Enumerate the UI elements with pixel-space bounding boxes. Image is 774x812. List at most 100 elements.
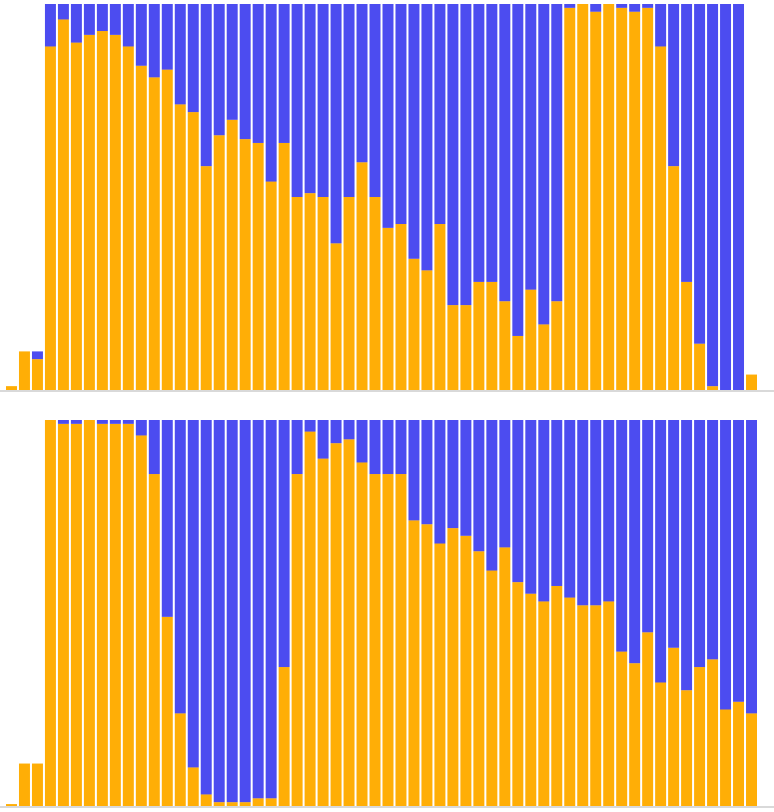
bar-bottom-45-series-2 (590, 420, 602, 606)
bar-bottom-34-series-2 (447, 420, 459, 529)
bar-top-52-series-2 (681, 4, 693, 282)
bar-top-35-series-2 (460, 4, 472, 306)
bar-bottom-15-series-2 (200, 420, 212, 795)
bar-top-32-series-2 (421, 4, 433, 271)
bar-bottom-31-series-2 (408, 420, 420, 521)
bar-bottom-50-series-1 (655, 682, 667, 806)
bar-bottom-12-series-1 (161, 616, 173, 806)
bar-bottom-16-series-2 (213, 420, 225, 803)
bar-top-13-series-2 (174, 4, 186, 105)
bar-bottom-24-series-2 (317, 420, 329, 459)
bar-bottom-36-series-2 (473, 420, 485, 552)
bar-bottom-51-series-2 (668, 420, 680, 648)
bar-top-7-series-2 (96, 4, 108, 32)
bar-top-16-series-2 (213, 4, 225, 136)
bar-bottom-35-series-1 (460, 535, 472, 806)
bar-top-42-series-2 (551, 4, 563, 302)
bar-top-47-series-1 (616, 7, 628, 391)
bar-top-11-series-1 (148, 77, 160, 390)
chart-panel-top (0, 4, 774, 392)
bar-bottom-21-series-2 (278, 420, 290, 668)
bar-top-14-series-2 (187, 4, 199, 113)
bar-bottom-35-series-2 (460, 420, 472, 536)
bar-bottom-14-series-2 (187, 420, 199, 768)
bar-bottom-46-series-2 (603, 420, 615, 602)
bar-bottom-54-series-2 (707, 420, 719, 660)
bar-top-52-series-1 (681, 281, 693, 390)
bar-top-21-series-2 (278, 4, 290, 143)
bar-bottom-3-series-1 (44, 420, 56, 806)
bar-bottom-25-series-1 (330, 443, 342, 806)
bar-top-13-series-1 (174, 104, 186, 391)
bar-bottom-22-series-2 (291, 420, 303, 475)
bar-top-27-series-1 (356, 162, 368, 390)
bar-top-0-series-1 (6, 386, 17, 390)
bar-top-46-series-1 (603, 4, 615, 390)
bar-top-19-series-2 (252, 4, 264, 143)
bar-bottom-57-series-1 (746, 713, 757, 806)
bar-top-42-series-1 (551, 301, 563, 390)
bar-bottom-37-series-2 (486, 420, 498, 571)
bar-top-25-series-1 (330, 243, 342, 390)
bar-top-45-series-2 (590, 4, 602, 12)
bar-top-51-series-1 (668, 166, 680, 390)
bar-bottom-4-series-1 (57, 423, 69, 806)
bar-top-34-series-2 (447, 4, 459, 306)
bar-top-12-series-2 (161, 4, 173, 70)
bar-bottom-23-series-1 (304, 431, 316, 806)
bar-bottom-29-series-1 (382, 474, 394, 806)
bar-top-32-series-1 (421, 270, 433, 390)
bar-bottom-21-series-1 (278, 667, 290, 806)
bar-top-35-series-1 (460, 305, 472, 390)
bar-bottom-43-series-1 (564, 597, 576, 806)
bar-top-33-series-1 (434, 224, 446, 390)
bar-top-26-series-1 (343, 197, 355, 390)
bar-top-31-series-2 (408, 4, 420, 259)
bar-top-24-series-2 (317, 4, 329, 197)
bar-bottom-39-series-2 (512, 420, 524, 583)
bar-top-43-series-1 (564, 7, 576, 391)
bar-top-10-series-2 (135, 4, 147, 66)
bar-bottom-27-series-2 (356, 420, 368, 463)
bar-bottom-56-series-2 (733, 420, 745, 702)
bar-bottom-10-series-1 (135, 435, 147, 806)
bar-bottom-17-series-1 (226, 802, 238, 806)
bar-bottom-34-series-1 (447, 528, 459, 806)
bar-bottom-41-series-1 (538, 601, 550, 806)
bar-top-50-series-1 (655, 46, 667, 391)
bar-top-15-series-2 (200, 4, 212, 167)
bar-bottom-9-series-2 (122, 420, 134, 424)
bar-top-17-series-1 (226, 119, 238, 391)
bar-bottom-42-series-1 (551, 585, 563, 806)
bar-top-48-series-1 (629, 11, 641, 390)
bar-top-20-series-1 (265, 181, 277, 390)
bar-top-14-series-1 (187, 112, 199, 390)
bar-bottom-5-series-2 (70, 420, 82, 424)
bar-top-49-series-2 (642, 4, 654, 8)
bar-top-55-series-2 (720, 4, 732, 390)
bar-top-40-series-1 (525, 289, 537, 390)
bar-top-19-series-1 (252, 142, 264, 390)
bar-top-7-series-1 (96, 31, 108, 391)
bar-top-9-series-1 (122, 46, 134, 391)
bar-top-38-series-2 (499, 4, 511, 302)
bar-top-50-series-2 (655, 4, 667, 47)
bar-top-3-series-1 (44, 46, 56, 391)
bar-top-12-series-1 (161, 69, 173, 391)
bar-bottom-8-series-2 (109, 420, 121, 424)
bar-bottom-51-series-1 (668, 647, 680, 806)
bar-bottom-41-series-2 (538, 420, 550, 602)
bar-bottom-44-series-1 (577, 605, 589, 806)
bar-top-25-series-2 (330, 4, 342, 244)
bar-bottom-1-series-1 (18, 763, 30, 806)
bar-top-6-series-1 (83, 34, 95, 390)
bar-top-3-series-2 (44, 4, 56, 47)
bar-top-28-series-2 (369, 4, 381, 197)
bar-top-41-series-2 (538, 4, 550, 325)
bar-bottom-40-series-2 (525, 420, 537, 594)
bar-top-28-series-1 (369, 197, 381, 390)
bar-top-43-series-2 (564, 4, 576, 8)
bar-top-15-series-1 (200, 166, 212, 390)
bar-bottom-39-series-1 (512, 582, 524, 806)
